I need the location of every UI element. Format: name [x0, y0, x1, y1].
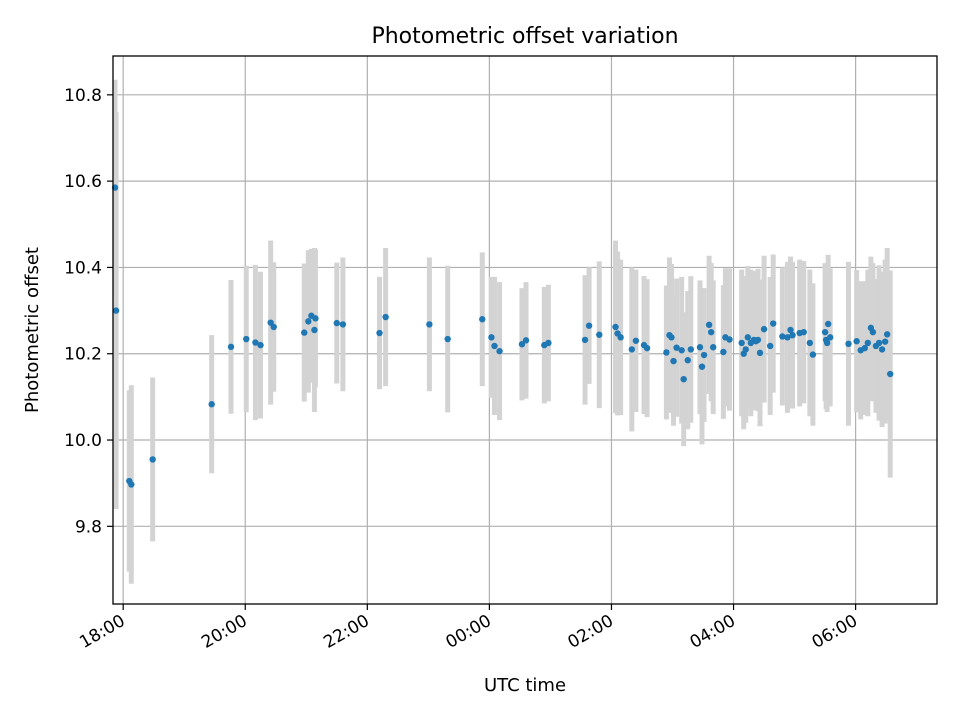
- data-point: [800, 328, 807, 336]
- data-point: [742, 346, 749, 353]
- data-point: [883, 331, 891, 338]
- data-point: [257, 341, 264, 349]
- data-point: [687, 346, 695, 353]
- y-axis-ticks: 9.8 10.0 10.2 10.4 10.6 10.8: [64, 86, 113, 537]
- data-point: [845, 340, 852, 348]
- y-axis-label: Photometric offset: [22, 247, 43, 413]
- data-point: [861, 344, 868, 352]
- data-point: [270, 323, 277, 331]
- data-point: [311, 326, 318, 334]
- data-point: [779, 333, 786, 340]
- data-point: [243, 335, 250, 343]
- data-point: [339, 321, 347, 328]
- data-point: [887, 370, 894, 378]
- y-tick-label: 10.8: [64, 86, 102, 106]
- data-point: [301, 329, 308, 336]
- data-point: [663, 349, 670, 356]
- data-point: [684, 357, 691, 364]
- data-point: [617, 334, 624, 341]
- data-point: [227, 343, 235, 351]
- data-point: [112, 307, 120, 314]
- data-point: [670, 357, 677, 365]
- data-point: [864, 339, 872, 347]
- data-point: [208, 401, 215, 408]
- data-point: [754, 336, 762, 344]
- data-point: [596, 331, 603, 338]
- data-point: [612, 323, 619, 331]
- data-point: [738, 339, 745, 347]
- data-points: [111, 184, 894, 488]
- data-point: [545, 339, 552, 347]
- data-point: [643, 344, 651, 352]
- data-point: [128, 481, 135, 488]
- data-point: [581, 336, 589, 344]
- data-point: [698, 363, 706, 370]
- data-point: [496, 347, 503, 355]
- data-point: [522, 337, 530, 344]
- data-point: [784, 334, 791, 341]
- data-point: [875, 339, 883, 347]
- plot-frame: [112, 55, 938, 605]
- data-point: [700, 351, 708, 359]
- data-point: [720, 348, 727, 356]
- data-point: [585, 322, 593, 329]
- data-point: [673, 344, 680, 351]
- data-point: [709, 344, 717, 351]
- data-point: [149, 456, 156, 463]
- x-axis-label: UTC time: [484, 675, 566, 696]
- data-point: [878, 346, 886, 353]
- data-point: [696, 344, 704, 351]
- y-tick-label: 10.2: [64, 345, 102, 365]
- data-point: [382, 313, 389, 321]
- data-point: [823, 339, 831, 347]
- data-point: [668, 334, 675, 341]
- data-point: [426, 321, 433, 328]
- data-point: [479, 316, 486, 323]
- data-point: [789, 331, 796, 339]
- data-point: [707, 328, 715, 336]
- data-point: [826, 334, 834, 341]
- data-point: [376, 329, 383, 337]
- data-point: [853, 338, 860, 345]
- y-tick-label: 10.0: [64, 431, 102, 451]
- data-point: [518, 341, 526, 348]
- data-point: [491, 342, 498, 350]
- data-point: [680, 375, 687, 383]
- data-point: [881, 338, 889, 345]
- data-point: [628, 346, 636, 353]
- data-point: [305, 318, 312, 325]
- data-point: [806, 339, 814, 347]
- data-point: [726, 336, 733, 343]
- data-point: [333, 319, 341, 327]
- data-point: [444, 335, 451, 343]
- data-point: [760, 325, 768, 333]
- data-point: [632, 337, 640, 344]
- data-point: [705, 321, 713, 329]
- data-point: [488, 334, 495, 341]
- data-point: [756, 349, 764, 357]
- y-tick-label: 10.6: [64, 172, 102, 192]
- data-point: [766, 342, 774, 350]
- chart-title: Photometric offset variation: [371, 24, 678, 49]
- data-point: [770, 320, 777, 327]
- data-point: [312, 315, 319, 322]
- data-point: [678, 347, 685, 354]
- y-tick-label: 10.4: [64, 258, 102, 278]
- data-point: [869, 328, 877, 336]
- data-point: [252, 339, 259, 346]
- data-point: [821, 328, 829, 336]
- data-point: [809, 351, 817, 358]
- data-point: [787, 326, 794, 334]
- data-point: [744, 334, 751, 341]
- data-point: [824, 320, 832, 328]
- y-tick-label: 9.8: [75, 517, 102, 537]
